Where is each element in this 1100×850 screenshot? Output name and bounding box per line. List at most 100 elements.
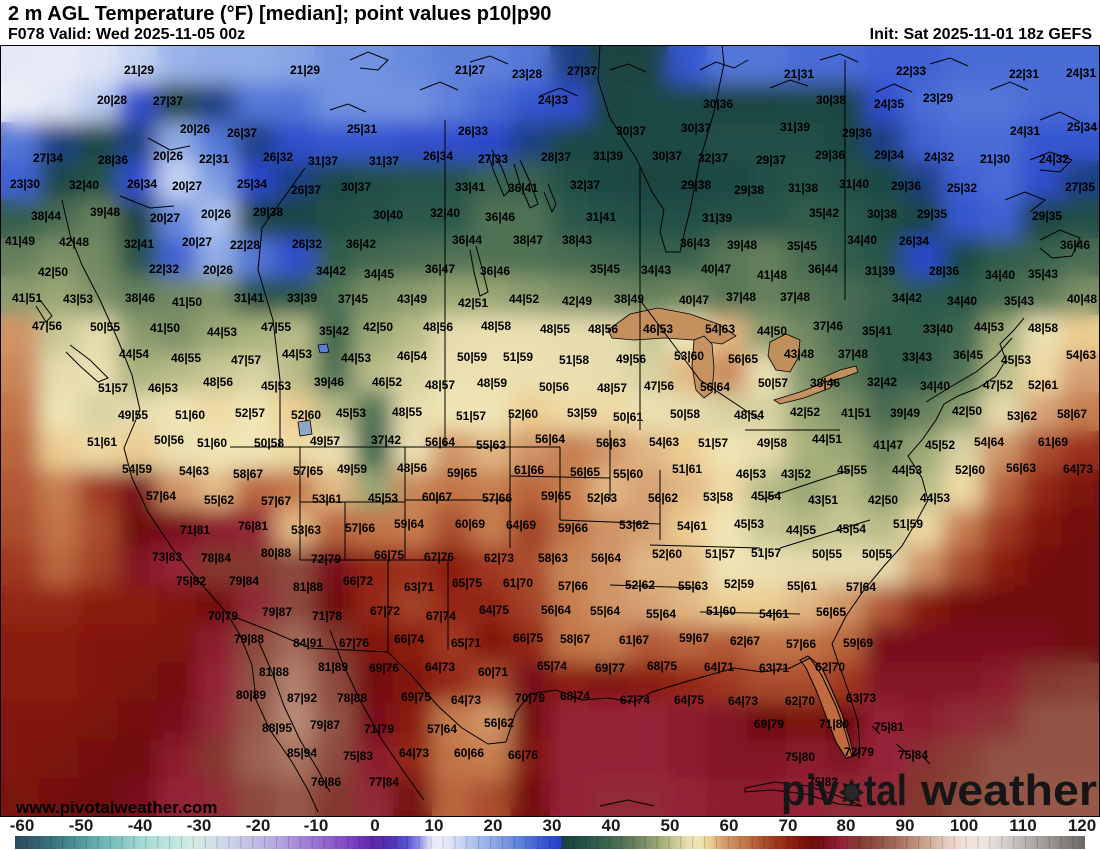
svg-text:42|48: 42|48 — [59, 235, 89, 249]
svg-text:-20: -20 — [246, 816, 271, 835]
svg-text:51|59: 51|59 — [503, 350, 533, 364]
svg-text:37|48: 37|48 — [838, 347, 868, 361]
svg-text:36|45: 36|45 — [953, 348, 983, 362]
svg-text:76|81: 76|81 — [238, 519, 268, 533]
svg-text:35|43: 35|43 — [1028, 267, 1058, 281]
svg-text:37|42: 37|42 — [371, 433, 401, 447]
svg-text:68|74: 68|74 — [560, 689, 590, 703]
svg-text:44|55: 44|55 — [786, 523, 816, 537]
svg-text:55|63: 55|63 — [678, 579, 708, 593]
svg-text:61|67: 61|67 — [619, 633, 649, 647]
svg-text:57|66: 57|66 — [482, 491, 512, 505]
svg-text:56|64: 56|64 — [425, 435, 455, 449]
svg-text:57|64: 57|64 — [846, 580, 876, 594]
svg-text:57|67: 57|67 — [261, 494, 291, 508]
svg-text:30|38: 30|38 — [816, 93, 846, 107]
svg-text:31|39: 31|39 — [865, 264, 895, 278]
svg-text:57|66: 57|66 — [786, 637, 816, 651]
svg-text:26|34: 26|34 — [423, 149, 453, 163]
svg-text:58|67: 58|67 — [1057, 407, 1087, 421]
svg-text:66|72: 66|72 — [343, 574, 373, 588]
svg-text:56|63: 56|63 — [596, 436, 626, 450]
svg-text:66|75: 66|75 — [374, 548, 404, 562]
svg-text:34|40: 34|40 — [920, 379, 950, 393]
svg-text:61|70: 61|70 — [503, 576, 533, 590]
svg-text:42|50: 42|50 — [868, 493, 898, 507]
svg-text:78|84: 78|84 — [201, 551, 231, 565]
svg-text:20|26: 20|26 — [153, 149, 183, 163]
svg-text:58|67: 58|67 — [233, 467, 263, 481]
svg-text:79|84: 79|84 — [229, 574, 259, 588]
svg-text:67|74: 67|74 — [620, 693, 650, 707]
svg-text:32|37: 32|37 — [570, 178, 600, 192]
svg-text:32|42: 32|42 — [867, 375, 897, 389]
svg-text:41|49: 41|49 — [5, 234, 35, 248]
svg-text:27|35: 27|35 — [1065, 180, 1095, 194]
svg-text:75|84: 75|84 — [898, 748, 928, 762]
svg-text:64|71: 64|71 — [704, 660, 734, 674]
svg-text:tal: tal — [864, 765, 907, 814]
svg-text:34|45: 34|45 — [364, 267, 394, 281]
svg-text:64|73: 64|73 — [399, 746, 429, 760]
svg-text:50|58: 50|58 — [670, 407, 700, 421]
svg-text:43|49: 43|49 — [397, 292, 427, 306]
svg-text:87|92: 87|92 — [287, 691, 317, 705]
svg-text:32|41: 32|41 — [124, 237, 154, 251]
svg-text:-10: -10 — [304, 816, 329, 835]
svg-text:26|37: 26|37 — [291, 183, 321, 197]
svg-text:27|34: 27|34 — [33, 151, 63, 165]
svg-text:67|76: 67|76 — [339, 636, 369, 650]
svg-text:20: 20 — [484, 816, 503, 835]
svg-text:50|55: 50|55 — [812, 547, 842, 561]
svg-text:65|75: 65|75 — [452, 576, 482, 590]
svg-text:81|88: 81|88 — [293, 580, 323, 594]
svg-text:55|64: 55|64 — [590, 604, 620, 618]
svg-text:54|59: 54|59 — [122, 462, 152, 476]
svg-text:26|34: 26|34 — [127, 177, 157, 191]
svg-text:57|64: 57|64 — [146, 489, 176, 503]
svg-text:84|91: 84|91 — [293, 636, 323, 650]
svg-text:40|47: 40|47 — [701, 262, 731, 276]
svg-text:31|41: 31|41 — [586, 210, 616, 224]
svg-text:50|61: 50|61 — [613, 410, 643, 424]
svg-text:77|84: 77|84 — [369, 775, 399, 789]
svg-text:22|32: 22|32 — [149, 262, 179, 276]
svg-text:48|56: 48|56 — [423, 320, 453, 334]
svg-text:36|44: 36|44 — [808, 262, 838, 276]
svg-text:20|27: 20|27 — [172, 179, 202, 193]
svg-text:26|37: 26|37 — [227, 126, 257, 140]
svg-text:46|55: 46|55 — [171, 351, 201, 365]
svg-text:45|53: 45|53 — [1001, 353, 1031, 367]
svg-text:59|66: 59|66 — [558, 521, 588, 535]
svg-text:51|60: 51|60 — [175, 408, 205, 422]
svg-text:52|60: 52|60 — [652, 547, 682, 561]
svg-text:66|75: 66|75 — [513, 631, 543, 645]
svg-text:24|31: 24|31 — [1010, 124, 1040, 138]
svg-text:26|34: 26|34 — [899, 234, 929, 248]
svg-text:43|51: 43|51 — [808, 493, 838, 507]
svg-text:22|28: 22|28 — [230, 238, 260, 252]
svg-text:29|38: 29|38 — [253, 205, 283, 219]
svg-text:35|43: 35|43 — [1004, 294, 1034, 308]
svg-text:31|41: 31|41 — [234, 291, 264, 305]
svg-text:-60: -60 — [10, 816, 35, 835]
svg-text:24|32: 24|32 — [1039, 152, 1069, 166]
svg-text:48|57: 48|57 — [425, 378, 455, 392]
svg-text:44|53: 44|53 — [207, 325, 237, 339]
svg-text:58|67: 58|67 — [560, 632, 590, 646]
svg-text:63|73: 63|73 — [846, 691, 876, 705]
svg-text:52|60: 52|60 — [955, 463, 985, 477]
svg-text:45|53: 45|53 — [261, 379, 291, 393]
svg-text:30|37: 30|37 — [341, 180, 371, 194]
svg-text:48|55: 48|55 — [392, 405, 422, 419]
svg-text:45|53: 45|53 — [734, 517, 764, 531]
svg-text:64|69: 64|69 — [506, 518, 536, 532]
svg-text:35|41: 35|41 — [862, 324, 892, 338]
svg-text:59|65: 59|65 — [447, 466, 477, 480]
svg-text:81|89: 81|89 — [318, 660, 348, 674]
svg-text:www.pivotalweather.com: www.pivotalweather.com — [15, 798, 218, 817]
svg-text:30|40: 30|40 — [373, 208, 403, 222]
svg-text:52|60: 52|60 — [508, 407, 538, 421]
svg-text:35|45: 35|45 — [590, 262, 620, 276]
svg-text:27|37: 27|37 — [153, 94, 183, 108]
